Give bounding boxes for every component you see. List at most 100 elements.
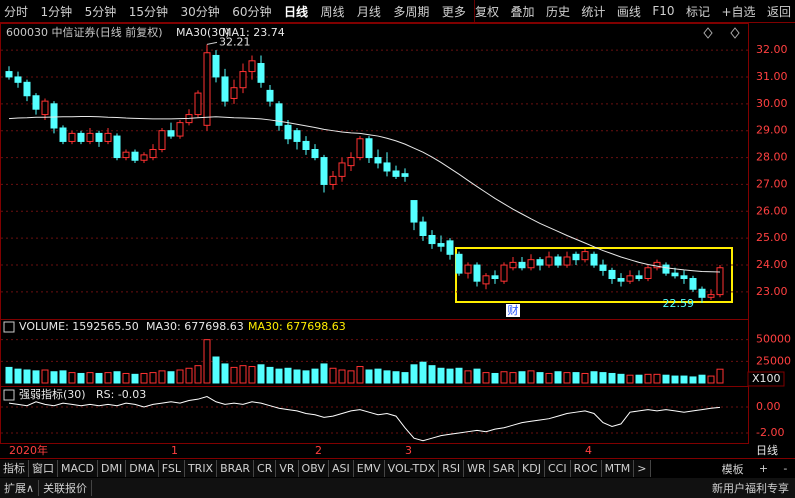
period-button[interactable]: 1分钟: [40, 4, 73, 19]
tab-control[interactable]: -: [783, 462, 788, 475]
promo[interactable]: 新用户福利专享: [712, 482, 789, 495]
candle-body: [464, 264, 472, 274]
volume-bar: [41, 369, 49, 384]
toolbar-right: 复权 叠加 历史 统计 画线 F10 标记 +自选 返回: [474, 0, 795, 22]
candle-body: [374, 157, 382, 164]
rs-title: 强弱指标(30): [19, 387, 86, 401]
period-button[interactable]: 60分钟: [232, 4, 272, 19]
candle-body: [230, 87, 238, 99]
indicator-tab[interactable]: FSL: [158, 460, 185, 477]
period-button[interactable]: 30分钟: [180, 4, 220, 19]
volume-bar: [590, 371, 598, 384]
ma-value: MA1: 23.74: [222, 26, 285, 39]
period-button[interactable]: 日线: [283, 4, 308, 19]
volume-bar: [113, 371, 121, 384]
indicator-tab[interactable]: MACD: [58, 460, 98, 477]
indicator-tab[interactable]: SAR: [489, 460, 520, 477]
indicator-tab[interactable]: VOL-TDX: [384, 460, 440, 477]
indicator-tab[interactable]: 指标: [0, 460, 29, 477]
candle-body: [167, 130, 175, 137]
indicator-tab[interactable]: ROC: [570, 460, 602, 477]
tool-button[interactable]: 画线: [616, 4, 641, 19]
indicator-tab[interactable]: WR: [464, 460, 490, 477]
tool-button[interactable]: 标记: [685, 4, 710, 19]
volume-bar: [554, 371, 562, 384]
period-button[interactable]: 更多: [441, 4, 466, 19]
period-button[interactable]: 周线: [320, 4, 345, 19]
status-left: 扩展∧ 关联报价: [0, 478, 300, 498]
tool-button[interactable]: 叠加: [510, 4, 535, 19]
candle-body: [653, 261, 661, 269]
candle-body: [239, 71, 247, 89]
indicator-tab[interactable]: EMV: [353, 460, 385, 477]
indicator-tab[interactable]: VR: [276, 460, 299, 477]
volume-bar: [428, 365, 436, 384]
candle-body: [212, 54, 220, 78]
candle-body: [59, 127, 67, 142]
volume-bar: [5, 366, 13, 384]
period-button[interactable]: 多周期: [393, 4, 430, 19]
indicator-tab[interactable]: RSI: [439, 460, 465, 477]
candle-body: [410, 200, 418, 223]
tool-button[interactable]: +自选: [721, 4, 756, 19]
indicator-tab[interactable]: DMI: [97, 460, 127, 477]
candle-body: [716, 267, 724, 296]
status-item[interactable]: 关联报价: [39, 480, 93, 496]
indicator-tab[interactable]: DMA: [126, 460, 159, 477]
period-button[interactable]: 15分钟: [128, 4, 168, 19]
volume-bar: [689, 376, 697, 384]
tool-button[interactable]: F10: [652, 4, 675, 18]
candle-body: [50, 103, 58, 129]
volume-bar: [527, 370, 535, 384]
candle-body: [572, 253, 580, 261]
candle-body: [707, 294, 715, 298]
volume-bar: [311, 368, 319, 384]
candle-body: [320, 157, 328, 185]
tab-control[interactable]: 模板: [721, 462, 744, 476]
candle-body: [176, 122, 184, 137]
indicator-tab[interactable]: CCI: [544, 460, 571, 477]
date-label: 4: [585, 444, 592, 457]
candle-body: [617, 277, 625, 282]
indicator-tab[interactable]: MTM: [601, 460, 635, 477]
indicator-tab[interactable]: KDJ: [519, 460, 545, 477]
tool-button[interactable]: 返回: [766, 4, 791, 19]
ma-label: MA30(30): [176, 26, 230, 39]
event-marker: 财: [508, 303, 519, 317]
tab-control[interactable]: +: [758, 462, 769, 475]
candle-body: [599, 264, 607, 271]
indicator-tab[interactable]: CR: [254, 460, 277, 477]
volume-bar: [50, 371, 58, 384]
candle-body: [509, 261, 517, 269]
volume-bar: [212, 356, 220, 384]
period-button[interactable]: 分时: [4, 4, 29, 19]
candle-body: [302, 140, 310, 151]
indicator-tab[interactable]: >: [634, 460, 651, 477]
indicator-tab[interactable]: BRAR: [217, 460, 255, 477]
indicator-tab[interactable]: ASI: [328, 460, 354, 477]
tool-button[interactable]: 历史: [545, 4, 570, 19]
candle-body: [680, 275, 688, 279]
volume-bar: [284, 367, 292, 384]
volume-bar: [185, 367, 193, 384]
volume-bar: [680, 375, 688, 384]
volume-bar: [158, 370, 166, 384]
volume-icon[interactable]: [3, 321, 15, 333]
volume-bar: [536, 372, 544, 384]
candle-body: [77, 132, 85, 142]
period-button[interactable]: 5分钟: [84, 4, 117, 19]
date-label: 1: [171, 444, 178, 457]
status-item[interactable]: 扩展∧: [0, 480, 40, 496]
volume-bar: [653, 373, 661, 384]
rs-icon[interactable]: [3, 389, 15, 401]
volume-bar: [68, 372, 76, 384]
panel-icons[interactable]: [703, 27, 740, 39]
indicator-tab[interactable]: OBV: [298, 460, 329, 477]
indicator-tab[interactable]: 窗口: [29, 460, 58, 477]
date-label: 2020年: [9, 443, 48, 457]
tool-button[interactable]: 复权: [475, 4, 500, 19]
candle-body: [392, 170, 400, 177]
indicator-tab[interactable]: TRIX: [184, 460, 218, 477]
period-button[interactable]: 月线: [356, 4, 381, 19]
tool-button[interactable]: 统计: [581, 4, 606, 19]
